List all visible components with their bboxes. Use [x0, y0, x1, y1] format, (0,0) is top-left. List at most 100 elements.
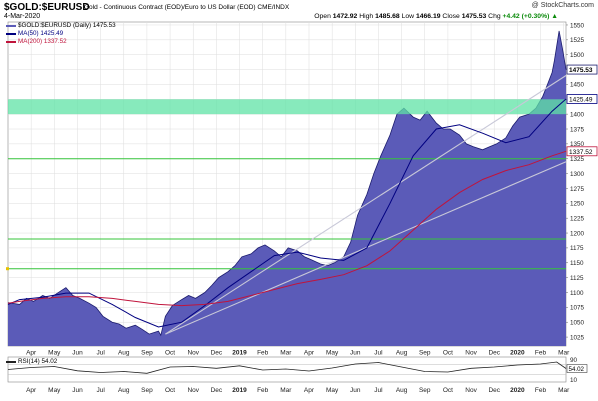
- chart-symbol: $GOLD:$EURUSD: [4, 2, 90, 13]
- x-tick-label: Oct: [165, 350, 175, 357]
- rsi-tick-label: 10: [570, 377, 578, 384]
- x-tick-label: Jun: [72, 387, 83, 394]
- x-tick-label: Nov: [465, 387, 477, 394]
- y-tick-label: 1250: [570, 201, 585, 208]
- open-label: Open: [314, 13, 331, 20]
- y-tick-label: 1200: [570, 230, 585, 237]
- ohlc-readout: Open 1472.92 High 1485.68 Low 1466.19 Cl…: [314, 13, 558, 20]
- x-tick-label: Nov: [187, 350, 199, 357]
- legend-price: $GOLD:$EURUSD (Daily) 1475.53: [6, 22, 116, 29]
- legend-rsi-swatch: [6, 360, 16, 363]
- x-tick-label: Mar: [558, 350, 570, 357]
- x-tick-label: Jun: [350, 350, 361, 357]
- y-tick-label: 1550: [570, 22, 585, 29]
- y-tick-label: 1350: [570, 141, 585, 148]
- price-area: [8, 30, 566, 347]
- x-tick-label: Oct: [443, 387, 453, 394]
- x-tick-label: Dec: [488, 387, 500, 394]
- value-label-box: [566, 64, 598, 75]
- legend-price-swatch: [6, 24, 16, 27]
- support-band: [8, 99, 566, 115]
- legend-ma200-label: MA(200) 1337.52: [18, 38, 67, 45]
- x-tick-label: Oct: [443, 350, 453, 357]
- value-label: 1425.49: [569, 96, 593, 103]
- x-tick-label: 2020: [510, 350, 525, 357]
- x-tick-label: Mar: [280, 387, 292, 394]
- y-tick-label: 1125: [570, 275, 584, 282]
- price-panel: 1025 1050 1075 1100 1125 1150 1175 1200 1225 1250…: [6, 21, 598, 347]
- x-tick-label: Aug: [396, 387, 408, 394]
- legend-ma50-swatch: [6, 32, 16, 35]
- x-tick-label: Feb: [535, 387, 547, 394]
- x-tick-label: Nov: [465, 350, 477, 357]
- x-tick-label: May: [326, 387, 339, 394]
- y-tick-label: 1500: [570, 52, 585, 59]
- value-label-box: [566, 94, 598, 104]
- legend-ma200-swatch: [6, 40, 16, 43]
- x-tick-label: Jul: [96, 387, 105, 394]
- value-label: 1337.52: [569, 149, 593, 156]
- x-tick-label: Jun: [350, 387, 361, 394]
- x-tick-label: 2019: [232, 350, 247, 357]
- price-line: [7, 30, 567, 337]
- open-value: 1472.92: [332, 13, 358, 20]
- x-tick-label: Aug: [396, 350, 408, 357]
- legend-rsi: RSI(14) 54.02: [6, 358, 57, 365]
- ma50-line: [7, 98, 567, 328]
- x-tick-label: Sep: [419, 350, 431, 357]
- y-tick-label: 1100: [570, 290, 584, 297]
- line-marker: [6, 267, 9, 271]
- high-label: High: [359, 13, 374, 20]
- chg-label: Chg: [488, 13, 501, 20]
- low-value: 1466.19: [415, 13, 441, 20]
- y-tick-label: 1175: [570, 245, 584, 252]
- rsi-value-box: [566, 364, 588, 373]
- x-tick-label: Apr: [26, 387, 37, 394]
- y-tick-label: 1375: [570, 126, 585, 133]
- x-tick-label: May: [326, 350, 339, 357]
- x-tick-label: 2019: [232, 387, 247, 394]
- y-tick-label: 1150: [570, 260, 584, 267]
- x-tick-label: Feb: [257, 350, 269, 357]
- x-tick-label: Jul: [374, 350, 383, 357]
- x-tick-label: Sep: [419, 387, 431, 394]
- up-arrow-icon: ▲: [551, 13, 558, 20]
- x-tick-label: Mar: [558, 387, 570, 394]
- legend-ma50: MA(50) 1425.49: [6, 30, 63, 37]
- chart-date: 4-Mar-2020: [4, 13, 41, 20]
- rsi-line: [7, 361, 567, 374]
- value-label: 1475.53: [569, 67, 593, 74]
- y-tick-label: 1075: [570, 305, 585, 312]
- y-tick-label: 1225: [570, 215, 585, 222]
- trend-line: [165, 75, 567, 335]
- x-tick-label: Apr: [26, 350, 37, 357]
- x-tick-label: Apr: [304, 387, 315, 394]
- x-tick-label: Dec: [211, 387, 223, 394]
- x-tick-label: Jun: [72, 350, 83, 357]
- x-tick-label: Sep: [141, 350, 153, 357]
- x-tick-label: Aug: [118, 387, 130, 394]
- x-tick-label: Apr: [304, 350, 315, 357]
- x-tick-label: Dec: [211, 350, 223, 357]
- y-tick-label: 1450: [570, 82, 585, 89]
- y-tick-label: 1325: [570, 156, 585, 163]
- x-tick-label: Sep: [141, 387, 153, 394]
- legend-rsi-label: RSI(14) 54.02: [18, 358, 58, 365]
- close-value: 1475.53: [461, 13, 487, 20]
- y-tick-label: 1300: [570, 171, 585, 178]
- low-label: Low: [401, 13, 415, 20]
- y-tick-label: 1050: [570, 320, 585, 327]
- chart-description: Gold - Continuous Contract (EOD)/Euro to…: [84, 4, 290, 11]
- ma200-line: [7, 150, 567, 307]
- close-label: Close: [442, 13, 460, 20]
- value-label-box: [566, 146, 598, 157]
- rsi-panel: 10 90 54.02: [7, 356, 588, 384]
- x-tick-label: 2020: [510, 387, 525, 394]
- y-tick-label: 1275: [570, 186, 585, 193]
- x-tick-label: Oct: [165, 387, 175, 394]
- x-tick-label: Jul: [96, 350, 105, 357]
- y-tick-label: 1025: [570, 334, 585, 341]
- x-tick-label: Feb: [257, 387, 269, 394]
- x-tick-label: Mar: [280, 350, 292, 357]
